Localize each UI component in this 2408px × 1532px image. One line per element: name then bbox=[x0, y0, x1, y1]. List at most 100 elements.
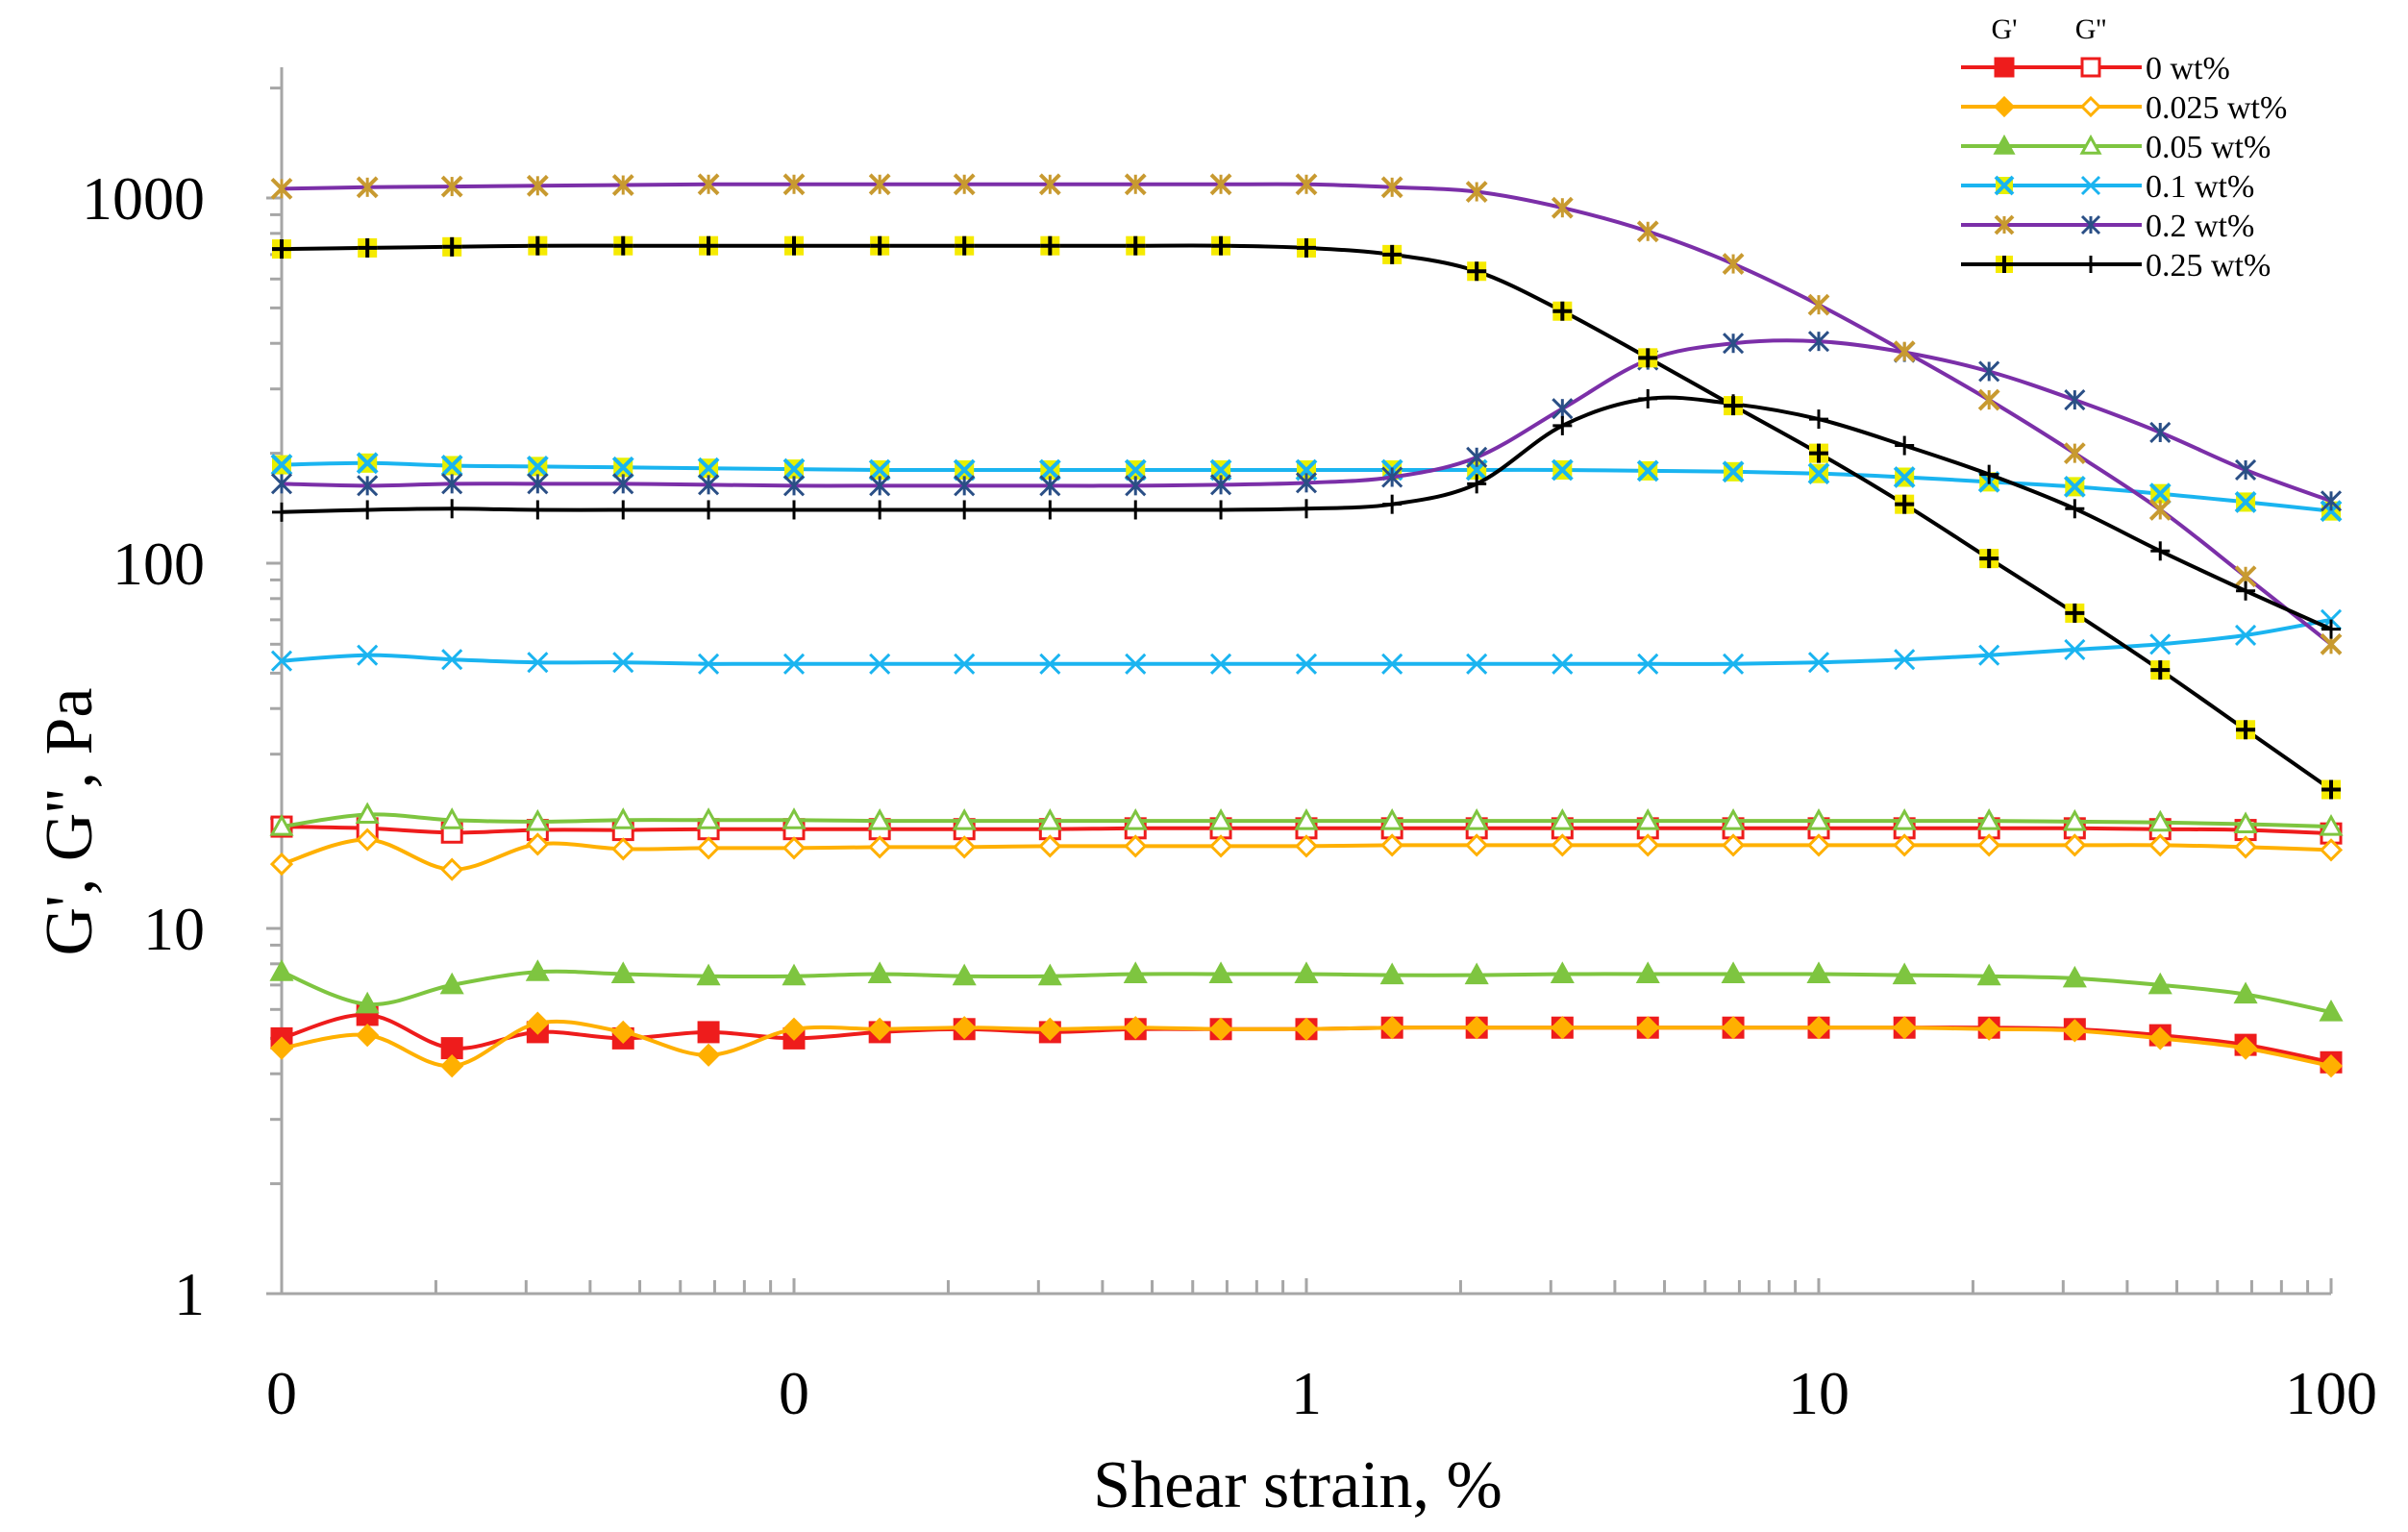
point-g1-0-25-wt bbox=[1638, 348, 1658, 368]
point-g1-0-25-wt bbox=[784, 235, 804, 256]
point-g2-0-1-wt bbox=[698, 653, 720, 675]
point-g1-0-1-wt bbox=[270, 454, 293, 476]
point-g1-0-05-wt bbox=[1464, 962, 1489, 985]
point-g1-0-05-wt bbox=[1721, 961, 1746, 983]
legend-header-g2: G'' bbox=[2075, 13, 2106, 45]
point-g2-0-1-wt bbox=[1039, 653, 1061, 675]
series-layer bbox=[269, 173, 2344, 1078]
point-g2-0-2-wt bbox=[441, 473, 463, 495]
point-g1-0-2-wt bbox=[611, 174, 634, 196]
point-g2-0-025-wt bbox=[2319, 838, 2344, 862]
legend-label: 0 wt% bbox=[2146, 51, 2230, 86]
legend-label: 0.05 wt% bbox=[2146, 130, 2271, 165]
point-g2-0-2-wt bbox=[1125, 475, 1147, 497]
point-g1-0-025-wt bbox=[2233, 1036, 2258, 1060]
point-g2-0-2-wt bbox=[954, 475, 976, 497]
point-g1-0-025-wt bbox=[1380, 1016, 1404, 1040]
point-g2-0-25-wt bbox=[955, 500, 975, 520]
point-g1-0-2-wt bbox=[1038, 173, 1061, 196]
legend-item-0-2-wt: 0.2 wt% bbox=[1961, 209, 2254, 244]
point-g2-0-05-wt bbox=[1892, 808, 1917, 830]
point-g1-0-2-wt bbox=[2063, 442, 2086, 465]
point-g2-0-25-wt bbox=[1297, 499, 1316, 519]
point-g1-0-025-wt bbox=[2063, 1019, 2087, 1043]
point-g2-0-05-wt bbox=[1806, 808, 1831, 830]
point-g1-0-05-wt bbox=[1550, 961, 1575, 983]
point-g1-0-025-wt bbox=[440, 1054, 464, 1078]
point-g1-0-2-wt bbox=[1209, 173, 1232, 196]
point-g2-0-1-wt bbox=[954, 653, 976, 675]
point-g2-0-05-wt bbox=[1123, 808, 1148, 830]
point-g2-0-25-wt bbox=[1211, 500, 1231, 520]
point-g1-0-025-wt bbox=[1208, 1017, 1233, 1041]
point-g2-0-025-wt bbox=[611, 837, 635, 861]
point-g2-0-25-wt bbox=[1638, 388, 1658, 408]
point-g1-0-025-wt bbox=[1721, 1016, 1746, 1040]
point-g2-0-025-wt bbox=[782, 836, 807, 860]
point-g1-0-025-wt bbox=[2148, 1026, 2172, 1050]
point-g1-0-2-wt bbox=[1465, 181, 1488, 203]
point-g1-0-25-wt bbox=[613, 235, 633, 256]
point-g2-0-025-wt bbox=[2148, 833, 2172, 857]
point-g2-0-025-wt bbox=[1038, 834, 1062, 858]
point-g2-0-2-wt bbox=[2064, 389, 2086, 411]
point-g1-0-025-wt bbox=[1636, 1016, 1660, 1040]
point-g1-0-25-wt bbox=[1211, 235, 1231, 256]
point-g2-0-05-wt bbox=[1294, 808, 1319, 830]
y-tick-label: 10 bbox=[143, 895, 205, 963]
point-g2-0-05-wt bbox=[269, 813, 294, 836]
point-g2-0-2-wt bbox=[1978, 360, 2000, 383]
legend-marker-g1 bbox=[1994, 175, 2015, 196]
point-g1-0-025-wt bbox=[356, 1024, 380, 1048]
point-g1-0-025-wt bbox=[2319, 1054, 2344, 1078]
point-g2-0-025-wt bbox=[1380, 833, 1404, 857]
y-axis-title: G', G'', Pa bbox=[33, 688, 107, 956]
point-g2-0-25-wt bbox=[870, 500, 890, 520]
legend-item-0-25-wt: 0.25 wt% bbox=[1961, 248, 2271, 284]
point-g1-0-2-wt bbox=[1124, 173, 1147, 196]
point-g1-0-025-wt bbox=[526, 1011, 550, 1035]
point-g2-0-1-wt bbox=[1210, 653, 1232, 675]
point-g2-0-025-wt bbox=[953, 835, 977, 859]
legend-label: 0.1 wt% bbox=[2146, 169, 2254, 205]
point-g2-0-05-wt bbox=[610, 807, 635, 829]
point-g1-0-05-wt bbox=[2319, 999, 2344, 1022]
point-g1-0-025-wt bbox=[1806, 1016, 1831, 1040]
point-g1-0-1-wt bbox=[2063, 475, 2086, 498]
point-g1-0-1-wt bbox=[782, 457, 806, 481]
point-g1-0-025-wt bbox=[1551, 1016, 1575, 1040]
point-g2-0-05-wt bbox=[355, 802, 380, 825]
point-g1-0-05-wt bbox=[782, 963, 807, 986]
point-g1-0-05-wt bbox=[1379, 962, 1404, 985]
point-g2-0-25-wt bbox=[1895, 435, 1915, 456]
point-g2-0-05-wt bbox=[1635, 808, 1660, 830]
point-g2-0-05-wt bbox=[1721, 808, 1746, 830]
point-g2-0-25-wt bbox=[528, 500, 548, 520]
point-g1-0-05-wt bbox=[1892, 962, 1917, 985]
x-tick-label: 100 bbox=[2285, 1359, 2377, 1427]
point-g2-0-2-wt bbox=[1723, 333, 1745, 355]
point-g1-0-05-wt bbox=[1635, 961, 1660, 983]
point-g1-0-025-wt bbox=[1977, 1017, 2001, 1041]
point-g2-0-25-wt bbox=[1809, 409, 1828, 430]
point-g1-0-1-wt bbox=[1551, 458, 1574, 482]
point-g2-0-2-wt bbox=[527, 473, 549, 495]
point-g1-0-2-wt bbox=[1722, 253, 1745, 275]
point-g1-0-05-wt bbox=[355, 991, 380, 1014]
point-g2-0-05-wt bbox=[2062, 808, 2087, 831]
point-g1-0-25-wt bbox=[358, 237, 378, 258]
point-g2-0-1-wt bbox=[1894, 649, 1916, 671]
point-g1-0-2-wt bbox=[1893, 340, 1916, 363]
point-g2-0-025-wt bbox=[1208, 834, 1233, 858]
point-g2-0-05-wt bbox=[439, 807, 464, 829]
point-g1-0-25-wt bbox=[1382, 244, 1403, 264]
x-tick-label: 0 bbox=[266, 1359, 297, 1427]
point-g2-0-2-wt bbox=[1807, 331, 1830, 353]
legend-marker-g2 bbox=[2082, 256, 2099, 273]
point-g2-0-05-wt bbox=[867, 808, 892, 830]
point-g2-0-05-wt bbox=[2147, 809, 2172, 832]
point-g2-0-05-wt bbox=[1037, 808, 1062, 830]
legend-marker-g1 bbox=[1996, 256, 2013, 273]
point-g2-0-025-wt bbox=[1636, 833, 1660, 857]
